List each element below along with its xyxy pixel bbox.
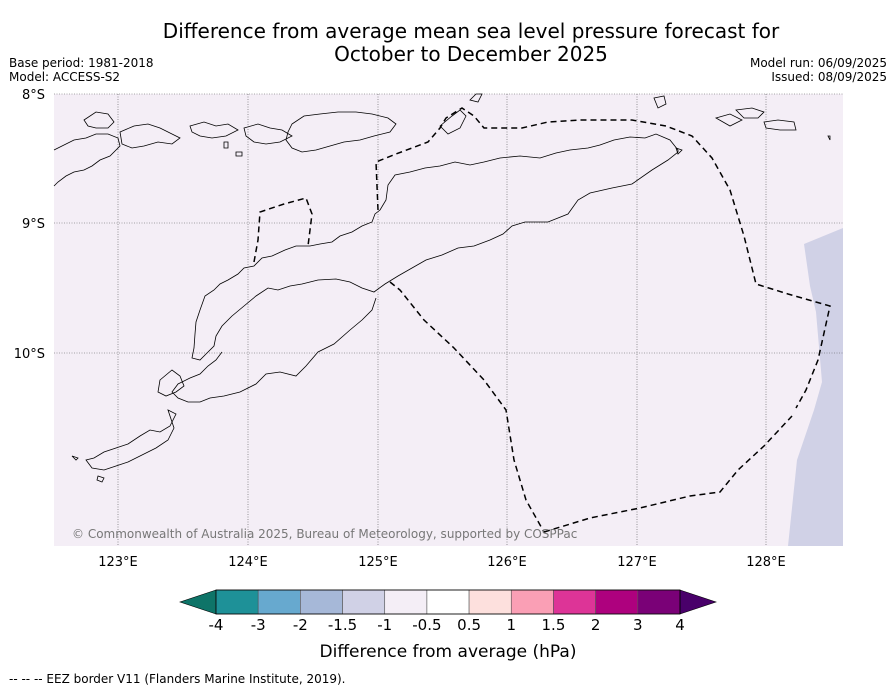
lon-label-126e: 126°E [487,555,527,570]
colorbar-segment [595,589,639,615]
eez-timor-north [375,107,831,409]
colorbar-segment [384,589,428,615]
colorbar-tick-label: -2 [293,616,308,634]
meta-right: Model run: 06/09/2025 Issued: 08/09/2025 [750,56,887,84]
lon-label-123e: 123°E [98,555,138,570]
lon-label-125e: 125°E [358,555,398,570]
colorbar-segment [553,589,596,615]
moa-coastline [714,113,743,127]
model-run: Model run: 06/09/2025 [749,56,887,70]
anomaly-region-east [788,228,843,546]
pantar-coastline [189,121,239,139]
colorbar-segment [300,589,343,615]
gridlines [54,93,843,546]
lat-label-8s: 8°S [22,88,45,103]
colorbar-segment [468,589,512,615]
colorbar-segment [342,589,386,615]
eez-south [543,415,793,533]
babar-coastline [735,107,765,119]
colorbar-segment [637,589,681,615]
timor-coastline [191,133,679,361]
colorbar-tick-label: -1.5 [328,616,357,634]
colorbar-tick-label: 1 [506,616,516,634]
chart-title: Difference from average mean sea level p… [0,20,896,66]
copyright-text: © Commonwealth of Australia 2025, Bureau… [72,527,577,541]
lon-label-128e: 128°E [746,555,786,570]
base-period: Base period: 1981-2018 [9,56,154,70]
colorbar-segment [257,589,301,615]
atauro-coastline [675,147,683,155]
timor-south-coastline [171,297,377,403]
small-island-a [96,475,105,483]
colorbar-tick-label: -3 [251,616,266,634]
colorbar-tick-label: -4 [209,616,224,634]
colorbar-tick-label: -0.5 [412,616,441,634]
colorbar: -4 -3 -2 -1.5 -1 -0.5 0.5 1 1.5 2 3 4 [179,589,717,634]
colorbar-tick-label: 1.5 [542,616,566,634]
colorbar-segment [510,589,554,615]
meta-left: Base period: 1981-2018 Model: ACCESS-S2 [9,56,154,84]
colorbar-tick-label: 3 [633,616,643,634]
coastlines [53,93,831,483]
colorbar-tick-label: -1 [377,616,392,634]
small-island-c [223,141,229,149]
lat-label-10s: 10°S [14,347,45,362]
semau-coastline [85,409,177,471]
model-name: Model: ACCESS-S2 [9,70,121,84]
romang-coastline [469,93,483,103]
colorbar-tick-label: 0.5 [457,616,481,634]
solor-coastline [83,111,115,129]
kisar-coastline [439,109,467,135]
colorbar-label: Difference from average (hPa) [320,642,577,662]
colorbar-tick-label: 4 [675,616,685,634]
eez-southwest [389,281,545,533]
map-background [54,94,843,546]
issued-date: Issued: 08/09/2025 [771,70,887,84]
title-line-2: October to December 2025 [334,42,608,66]
eez-footer-note: -- -- -- EEZ border V11 (Flanders Marine… [9,672,346,686]
sermata-coastline [763,119,797,131]
leti-coastline [653,95,667,109]
colorbar-extend-high [679,589,717,615]
eez-borders [253,107,831,533]
colorbar-segment [426,589,470,615]
colorbar-outline [215,589,681,615]
eez-oecusse [253,197,313,263]
small-island-d [235,151,243,157]
small-island-b [71,455,79,461]
wetar-coastline [285,111,397,153]
flores-east-coastline [53,133,121,187]
lon-label-124e: 124°E [228,555,268,570]
lat-label-9s: 9°S [22,217,45,232]
lembata-coastline [119,123,181,149]
small-island-e [827,135,831,141]
title-line-1: Difference from average mean sea level p… [162,19,780,43]
colorbar-extend-low [179,589,217,615]
colorbar-tick-label: 2 [591,616,601,634]
colorbar-segment [215,589,259,615]
lon-label-127e: 127°E [617,555,657,570]
rote-coastline [157,369,185,397]
